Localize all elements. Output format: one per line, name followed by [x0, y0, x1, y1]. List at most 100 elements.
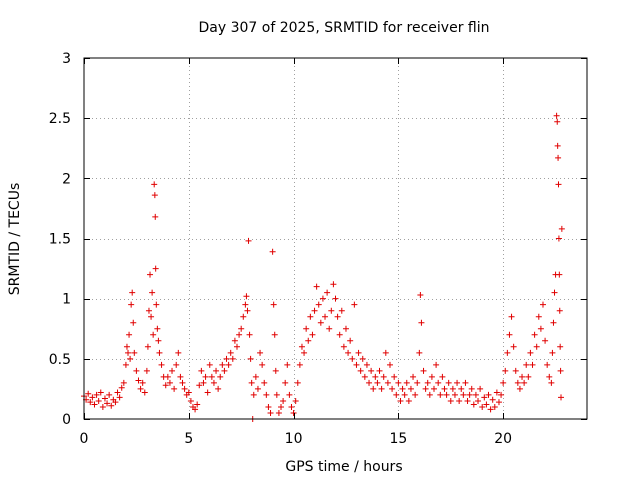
- data-point: [361, 373, 368, 380]
- data-point: [435, 379, 442, 386]
- data-point: [431, 385, 438, 392]
- data-point: [510, 343, 517, 350]
- data-point: [242, 301, 249, 308]
- x-tick-label: 20: [494, 431, 512, 447]
- data-point: [556, 271, 563, 278]
- data-point: [420, 367, 427, 374]
- data-point: [181, 385, 188, 392]
- data-point: [156, 349, 163, 356]
- data-point: [125, 349, 132, 356]
- data-point: [112, 399, 119, 406]
- data-point: [479, 403, 486, 410]
- data-point: [462, 379, 469, 386]
- data-point: [204, 389, 211, 396]
- data-point: [208, 373, 215, 380]
- x-axis-label: GPS time / hours: [285, 459, 402, 475]
- data-point: [225, 361, 232, 368]
- data-point: [246, 331, 253, 338]
- data-point: [272, 367, 279, 374]
- data-point: [194, 401, 201, 408]
- plot-frame: [83, 57, 588, 420]
- data-point: [101, 395, 108, 402]
- data-point: [422, 385, 429, 392]
- data-point: [537, 325, 544, 332]
- data-point: [558, 394, 565, 401]
- data-point: [551, 289, 558, 296]
- data-point: [296, 361, 303, 368]
- data-point: [162, 382, 169, 389]
- data-point: [278, 403, 285, 410]
- data-point: [464, 397, 471, 404]
- data-point: [139, 379, 146, 386]
- x-tick-label: 5: [184, 431, 193, 447]
- data-point: [233, 343, 240, 350]
- data-point: [322, 313, 329, 320]
- data-point: [418, 319, 425, 326]
- data-point: [521, 379, 528, 386]
- data-point: [370, 385, 377, 392]
- data-point: [542, 337, 549, 344]
- data-point: [267, 409, 274, 416]
- data-point: [114, 389, 121, 396]
- data-point: [558, 225, 565, 232]
- data-point: [437, 391, 444, 398]
- data-point: [149, 289, 156, 296]
- data-point: [143, 367, 150, 374]
- y-tick-label: 2.5: [49, 111, 71, 127]
- data-point: [135, 377, 142, 384]
- data-point: [227, 349, 234, 356]
- data-point: [405, 397, 412, 404]
- data-point: [445, 379, 452, 386]
- data-point: [378, 385, 385, 392]
- data-point: [217, 373, 224, 380]
- data-point: [131, 349, 138, 356]
- data-point: [137, 385, 144, 392]
- data-point: [147, 271, 154, 278]
- x-tick-label: 10: [285, 431, 303, 447]
- y-tick-label: 1: [62, 292, 71, 308]
- data-point: [372, 373, 379, 380]
- y-tick-label: 3: [62, 51, 71, 67]
- data-point: [247, 355, 254, 362]
- data-point: [401, 391, 408, 398]
- data-point: [97, 389, 104, 396]
- data-point: [254, 385, 261, 392]
- data-point: [512, 367, 519, 374]
- data-point: [355, 349, 362, 356]
- data-point: [236, 331, 243, 338]
- data-point: [374, 379, 381, 386]
- data-point: [458, 385, 465, 392]
- data-point: [286, 391, 293, 398]
- data-point: [439, 373, 446, 380]
- data-point: [487, 406, 494, 413]
- data-point: [231, 337, 238, 344]
- data-point: [91, 401, 98, 408]
- data-point: [95, 397, 102, 404]
- data-point: [269, 248, 276, 255]
- data-point: [475, 397, 482, 404]
- chart-title: Day 307 of 2025, SRMTID for receiver fli…: [199, 20, 490, 36]
- data-point: [399, 385, 406, 392]
- data-point: [257, 349, 264, 356]
- data-point: [288, 403, 295, 410]
- data-point: [120, 379, 127, 386]
- data-point: [123, 343, 130, 350]
- y-axis-ticks: 0 0.5 1 1.5 2 2.5 3: [49, 51, 587, 428]
- x-axis-ticks: 0 5 10 15 20: [80, 58, 512, 447]
- data-point: [363, 361, 370, 368]
- data-point: [519, 373, 526, 380]
- data-point: [495, 399, 502, 406]
- data-point: [397, 397, 404, 404]
- data-point: [481, 394, 488, 401]
- data-point: [104, 400, 111, 407]
- data-point: [252, 373, 259, 380]
- data-point: [154, 325, 161, 332]
- data-point: [263, 391, 270, 398]
- data-point: [485, 391, 492, 398]
- data-point: [99, 403, 106, 410]
- data-point: [243, 293, 250, 300]
- data-point: [470, 401, 477, 408]
- data-point: [449, 385, 456, 392]
- data-point: [466, 391, 473, 398]
